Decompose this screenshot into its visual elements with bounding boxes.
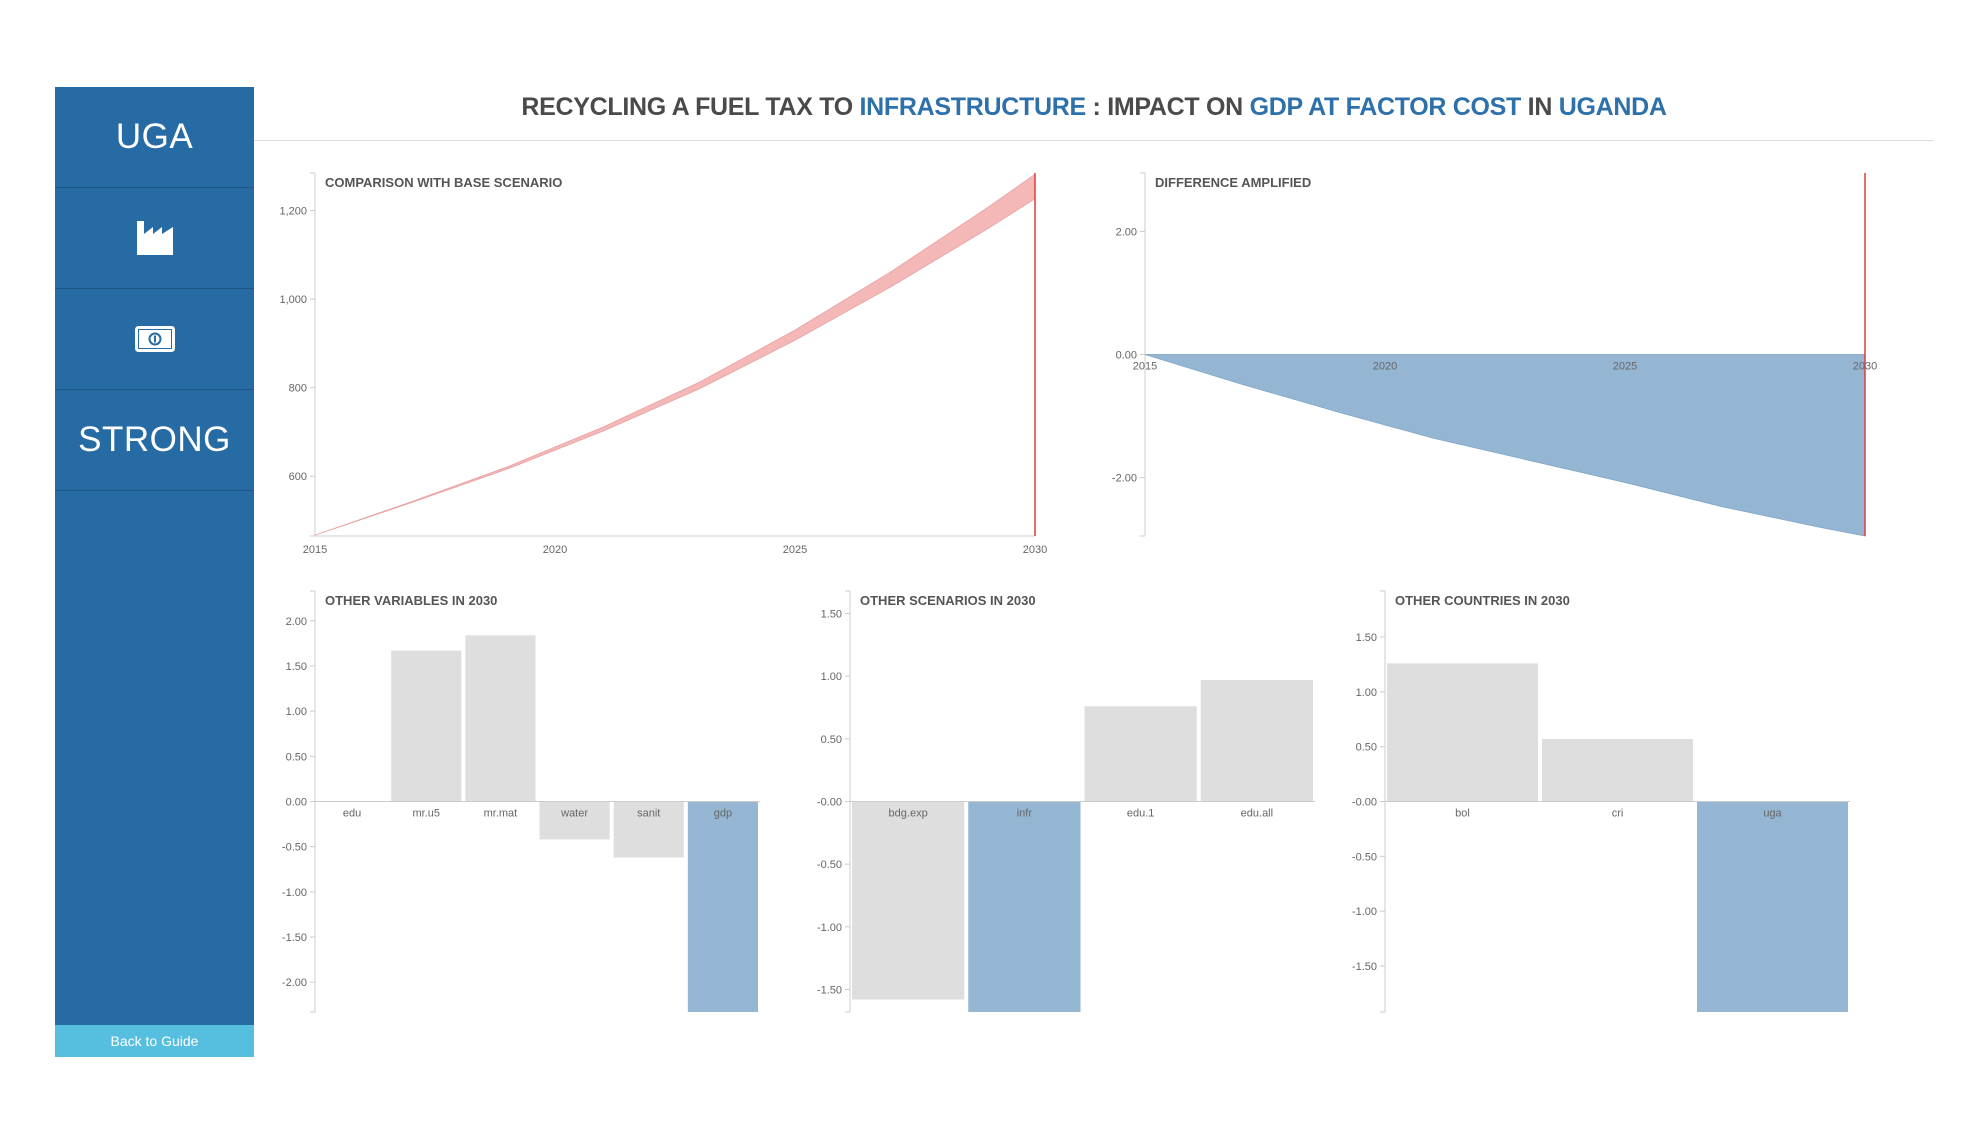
back-to-guide-button[interactable]: Back to Guide [55,1025,254,1057]
y-tick-label: -2.00 [1112,473,1137,485]
x-tick-label: 2030 [1853,361,1877,373]
x-tick-label: sanit [637,808,660,820]
page-title: RECYCLING A FUEL TAX TO INFRASTRUCTURE :… [254,93,1934,122]
y-tick-label: -0.00 [817,797,842,809]
policy-selector[interactable] [55,289,254,390]
scenarios-chart: OTHER SCENARIOS IN 2030 -1.50 -1.00 -0.50 -0… [817,590,1315,1013]
y-tick-label: 0.00 [1116,350,1137,362]
bar-gdp [687,801,758,1012]
y-tick-label: 1.00 [821,671,842,683]
y-tick-label: 1.50 [286,661,307,673]
x-tick-label: uga [1763,808,1782,820]
chart-title: DIFFERENCE AMPLIFIED [1155,175,1311,190]
difference-chart: DIFFERENCE AMPLIFIED -2.00 0.00 2.00 2015 202… [1112,172,1877,537]
bar-edu.1 [1084,706,1197,802]
y-tick-label: -1.00 [282,887,307,899]
x-tick-label: bol [1455,808,1470,820]
variables-chart: OTHER VARIABLES IN 2030 -2.00 -1.50 -1.00 -0… [282,590,760,1013]
sidebar: UGA STRONG Back to Guide [55,87,254,1057]
country-code: UGA [115,117,194,156]
country-selector[interactable]: UGA [55,87,254,188]
y-tick-label: 1.00 [1356,687,1377,699]
x-tick-label: 2015 [303,544,327,556]
title-part: IN [1521,93,1559,121]
countries-chart: OTHER COUNTRIES IN 2030 -1.50 -1.00 -0.50 -0… [1352,590,1850,1013]
x-tick-label: 2020 [1373,361,1397,373]
y-tick-label: -0.50 [282,842,307,854]
y-tick-label: -1.50 [1352,961,1377,973]
y-tick-label: 0.50 [821,734,842,746]
x-tick-label: mr.u5 [412,808,440,820]
y-tick-label: 600 [289,471,307,483]
y-tick-label: -2.00 [282,977,307,989]
bar-water [539,801,610,840]
chart-title: COMPARISON WITH BASE SCENARIO [325,175,562,190]
y-tick-label: -1.00 [817,922,842,934]
y-tick-label: 1.50 [821,609,842,621]
x-tick-label: gdp [714,808,732,820]
money-icon [134,326,175,352]
variable-selector[interactable] [55,188,254,289]
y-tick-label: 0.50 [1356,742,1377,754]
x-tick-label: 2025 [783,544,807,556]
chart-title: OTHER COUNTRIES IN 2030 [1395,593,1570,608]
title-divider [254,140,1934,141]
title-part: RECYCLING A FUEL TAX TO [521,93,860,121]
x-tick-label: 2030 [1023,544,1047,556]
x-tick-label: infr [1017,808,1033,820]
bar-edu.all [1200,679,1313,802]
chart-title: OTHER SCENARIOS IN 2030 [860,593,1036,608]
y-tick-label: -1.50 [282,932,307,944]
y-tick-label: 1.00 [286,706,307,718]
bar-mr.mat [465,635,536,802]
y-tick-label: 1,000 [279,294,307,306]
y-tick-label: 1.50 [1356,632,1377,644]
y-tick-label: 2.00 [1116,226,1137,238]
bar-sanit [613,801,684,858]
x-tick-label: edu [343,808,361,820]
title-part: : IMPACT ON [1085,93,1250,121]
bar-cri [1542,739,1693,802]
title-country: UGANDA [1558,93,1667,121]
y-tick-label: -0.00 [1352,797,1377,809]
x-tick-label: edu.all [1241,808,1273,820]
y-tick-label: -0.50 [817,859,842,871]
strength-label: STRONG [78,420,231,459]
x-tick-label: mr.mat [484,808,518,820]
title-variable: GDP AT FACTOR COST [1249,93,1522,121]
x-tick-label: edu.1 [1127,808,1155,820]
x-tick-label: 2025 [1613,361,1637,373]
y-tick-label: -0.50 [1352,851,1377,863]
x-tick-label: 2015 [1133,361,1157,373]
y-tick-label: 0.50 [286,751,307,763]
y-tick-label: 800 [289,383,307,395]
factory-icon [136,221,173,255]
comparison-chart: COMPARISON WITH BASE SCENARIO 600 800 1,000… [279,172,1047,556]
y-tick-label: 0.00 [286,797,307,809]
x-tick-label: 2020 [543,544,567,556]
difference-area [1144,354,1866,537]
y-tick-label: 1,200 [279,206,307,218]
scenario-band [314,173,1036,536]
chart-title: OTHER VARIABLES IN 2030 [325,593,497,608]
y-tick-label: -1.00 [1352,906,1377,918]
bar-bdg.exp [852,801,965,1000]
title-policy: INFRASTRUCTURE [859,93,1087,121]
x-tick-label: water [560,808,588,820]
y-tick-label: 2.00 [286,616,307,628]
x-tick-label: cri [1612,808,1624,820]
bar-infr [968,801,1081,1012]
bar-bol [1387,663,1538,802]
y-tick-label: -1.50 [817,984,842,996]
bar-mr.u5 [391,650,462,802]
strength-selector[interactable]: STRONG [55,390,254,491]
bar-uga [1697,801,1848,1012]
x-tick-label: bdg.exp [889,808,928,820]
